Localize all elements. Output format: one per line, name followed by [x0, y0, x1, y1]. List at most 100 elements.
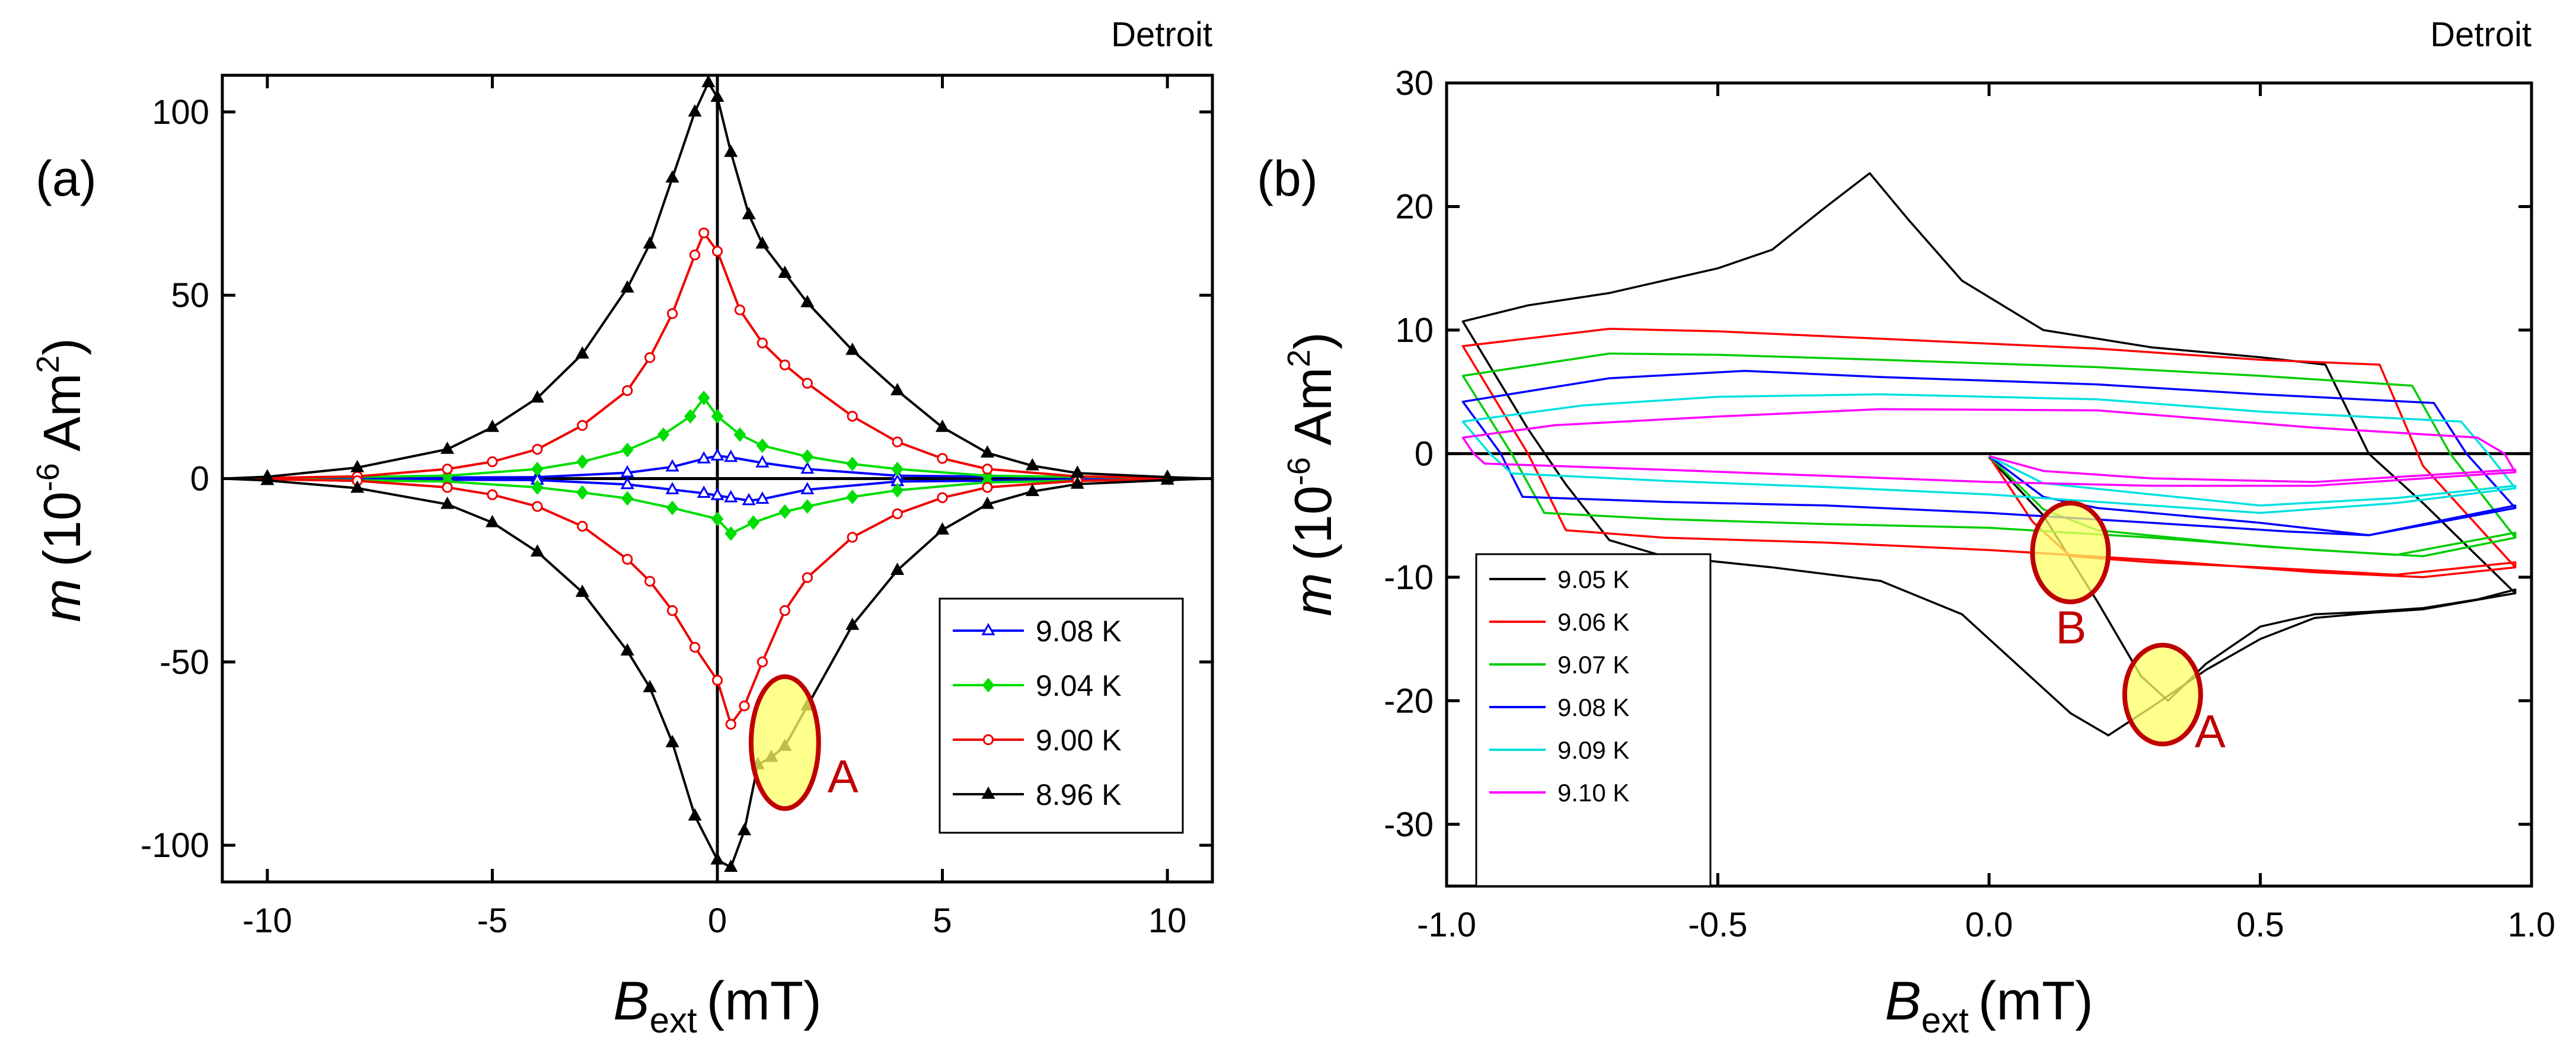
- data-point: [802, 572, 813, 583]
- data-point: [485, 419, 500, 432]
- x-tick-label: 5: [933, 901, 952, 940]
- data-point: [531, 462, 544, 477]
- y-axis-unit-exponent-2: 2: [1281, 350, 1317, 367]
- data-point: [622, 554, 633, 565]
- y-tick-label: 100: [152, 93, 209, 132]
- data-point: [530, 544, 544, 557]
- legend-label: 9.09 K: [1557, 736, 1629, 764]
- data-point: [980, 496, 995, 509]
- y-axis-unit-exponent: -6: [30, 463, 66, 491]
- y-axis-symbol: m: [33, 578, 91, 622]
- data-point: [800, 461, 815, 474]
- data-point: [532, 501, 543, 512]
- data-point: [724, 144, 738, 157]
- data-point: [689, 249, 701, 261]
- x-tick-label: -1.0: [1417, 906, 1476, 944]
- data-point: [778, 504, 791, 519]
- data-point: [845, 617, 860, 630]
- data-point: [531, 479, 544, 495]
- data-point: [847, 532, 858, 543]
- data-point: [440, 496, 455, 509]
- data-point: [643, 680, 657, 692]
- data-point: [621, 491, 634, 506]
- y-axis-unit-close: ): [1284, 332, 1342, 349]
- data-point: [980, 445, 995, 458]
- data-point: [724, 859, 738, 872]
- series-line: [1461, 352, 2517, 558]
- data-point: [747, 515, 760, 530]
- y-tick-label: 30: [1395, 64, 1434, 103]
- data-point: [532, 443, 543, 455]
- data-point: [665, 482, 679, 494]
- data-point: [756, 656, 768, 667]
- y-tick-label: 20: [1395, 187, 1434, 226]
- data-point: [665, 459, 679, 472]
- data-point: [665, 734, 679, 747]
- data-point: [711, 511, 724, 526]
- data-point: [734, 304, 746, 316]
- data-point: [937, 453, 948, 464]
- data-point: [755, 455, 770, 468]
- series-9-00-K: [222, 227, 1212, 730]
- data-point: [688, 808, 702, 821]
- data-point: [724, 526, 738, 541]
- series-line: [222, 81, 1212, 480]
- data-point: [891, 482, 904, 498]
- data-point: [666, 605, 678, 616]
- annotation-ellipse-A: [748, 674, 821, 811]
- x-axis-label: Bext (mT): [1885, 971, 2093, 1040]
- y-axis-unit-exponent-2: 2: [30, 356, 66, 373]
- data-point: [666, 308, 678, 319]
- y-tick-label: 0: [1415, 434, 1434, 473]
- legend-label: 9.10 K: [1557, 779, 1629, 807]
- data-point: [801, 449, 814, 464]
- data-point: [755, 236, 770, 249]
- series-line: [222, 477, 1212, 869]
- legend-box: [1475, 553, 1712, 887]
- y-axis-unit-mid: Am: [1284, 367, 1342, 458]
- y-tick-label: -50: [159, 643, 209, 682]
- data-point: [756, 337, 768, 349]
- data-point: [892, 436, 903, 447]
- data-point: [724, 449, 738, 462]
- data-point: [737, 823, 752, 836]
- data-point: [846, 456, 859, 472]
- data-point: [620, 280, 634, 293]
- data-point: [442, 482, 453, 493]
- series-9-08-K: [1461, 369, 2517, 536]
- series-group: [222, 75, 1212, 872]
- data-point: [576, 485, 589, 500]
- series-line: [222, 477, 1212, 502]
- legend-label: 9.04 K: [1036, 669, 1122, 702]
- legend-marker: [982, 734, 994, 746]
- data-point: [756, 438, 769, 453]
- data-point: [1160, 472, 1174, 485]
- x-tick-label: 0.5: [2236, 906, 2284, 944]
- annotation-label-A: A: [2195, 705, 2226, 757]
- y-tick-label: 0: [190, 460, 209, 498]
- data-point: [1070, 476, 1084, 489]
- data-point: [724, 490, 738, 503]
- y-axis-unit-close: ): [33, 338, 91, 355]
- panel-label: (a): [36, 151, 97, 206]
- data-point: [644, 352, 656, 363]
- y-tick-label: 50: [171, 276, 209, 315]
- data-point: [710, 89, 724, 102]
- x-axis-unit: (mT): [707, 971, 822, 1031]
- data-point: [442, 463, 453, 475]
- series-9-08-K: [222, 448, 1212, 506]
- data-point: [891, 462, 904, 477]
- annotation-ellipse-A: [2122, 642, 2203, 747]
- data-point: [697, 451, 711, 463]
- data-point: [779, 359, 791, 370]
- data-point: [697, 485, 711, 498]
- data-point: [701, 75, 716, 88]
- y-axis-unit-exponent: -6: [1281, 457, 1317, 485]
- x-axis-label: Bext (mT): [613, 971, 822, 1040]
- legend-label: 9.07 K: [1557, 651, 1629, 679]
- x-tick-label: -0.5: [1688, 906, 1748, 944]
- x-tick-label: 10: [1148, 901, 1187, 940]
- data-point: [711, 674, 723, 686]
- data-point: [710, 852, 724, 865]
